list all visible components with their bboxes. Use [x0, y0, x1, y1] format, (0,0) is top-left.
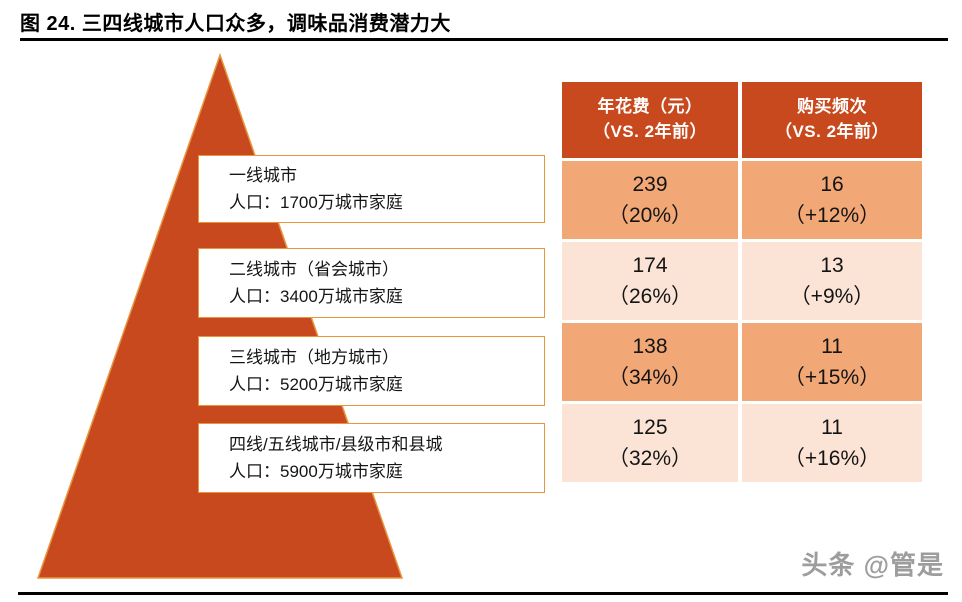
cell-change: （+9%）: [789, 285, 875, 308]
cell-change: （20%）: [607, 204, 693, 227]
cell-value: 174: [632, 253, 668, 277]
tier-box-tier1: 一线城市 人口：1700万城市家庭: [198, 155, 545, 223]
tier-population: 人口：1700万城市家庭: [229, 193, 403, 212]
cell-change: （+15%）: [783, 366, 881, 389]
title-underline: [20, 38, 948, 41]
tier-name: 二线城市（省会城市）: [229, 259, 399, 279]
cell-row1-spend: 239 （20%）: [562, 161, 738, 239]
header-line: （VS. 2年前）: [774, 122, 890, 141]
cell-row2-spend: 174 （26%）: [562, 242, 738, 320]
cell-change: （26%）: [607, 285, 693, 308]
cell-row2-frequency: 13 （+9%）: [742, 242, 922, 320]
cell-value: 125: [632, 415, 668, 439]
cell-value: 11: [821, 334, 843, 358]
figure-title: 图 24. 三四线城市人口众多，调味品消费潜力大: [20, 13, 451, 35]
cell-value: 138: [632, 334, 668, 358]
tier-population: 人口：5200万城市家庭: [229, 375, 403, 394]
cell-change: （+16%）: [783, 447, 881, 470]
cell-row1-frequency: 16 （+12%）: [742, 161, 922, 239]
header-line: 年花费（元）: [597, 97, 703, 117]
tier-box-tier3: 三线城市（地方城市） 人口：5200万城市家庭: [198, 336, 545, 406]
tier-name: 一线城市: [229, 165, 297, 185]
tier-population: 人口：5900万城市家庭: [229, 462, 403, 481]
column-header-annual-spend: 年花费（元） （VS. 2年前）: [562, 82, 738, 158]
watermark: 头条 @管是: [801, 550, 944, 580]
cell-value: 239: [632, 172, 668, 196]
cell-row3-spend: 138 （34%）: [562, 323, 738, 401]
cell-row4-spend: 125 （32%）: [562, 404, 738, 482]
cell-value: 13: [820, 253, 844, 277]
cell-row4-frequency: 11 （+16%）: [742, 404, 922, 482]
cell-change: （32%）: [607, 447, 693, 470]
cell-change: （34%）: [607, 366, 693, 389]
tier-name: 三线城市（地方城市）: [229, 347, 399, 367]
header-line: 购买频次: [797, 97, 867, 117]
tier-box-tier4: 四线/五线城市/县级市和县城 人口：5900万城市家庭: [198, 423, 545, 493]
cell-change: （+12%）: [783, 204, 881, 227]
cell-value: 16: [820, 172, 844, 196]
column-header-purchase-frequency: 购买频次 （VS. 2年前）: [742, 82, 922, 158]
data-table: 年花费（元） （VS. 2年前） 购买频次 （VS. 2年前） 239 （20%…: [562, 82, 922, 482]
tier-population: 人口：3400万城市家庭: [229, 287, 403, 306]
bottom-rule: [18, 592, 948, 595]
tier-name: 四线/五线城市/县级市和县城: [229, 434, 443, 454]
tier-box-tier2: 二线城市（省会城市） 人口：3400万城市家庭: [198, 248, 545, 318]
cell-value: 11: [821, 415, 843, 439]
header-line: （VS. 2年前）: [592, 122, 708, 141]
cell-row3-frequency: 11 （+15%）: [742, 323, 922, 401]
